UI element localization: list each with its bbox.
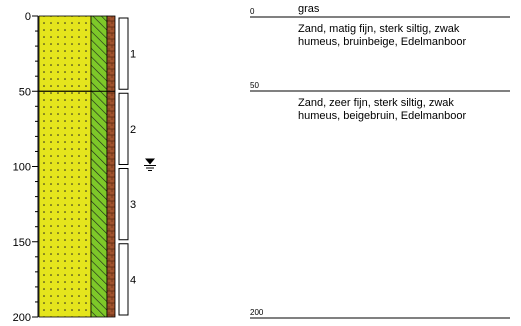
sample-label: 4 — [130, 274, 136, 286]
depth-axis: 0 50 100 150 200 — [13, 11, 39, 324]
depth-tick-label: 150 — [13, 237, 31, 249]
depth-tick-label: 50 — [19, 86, 31, 98]
groundwater-level-icon — [144, 158, 156, 171]
sample-label: 2 — [130, 124, 136, 136]
depth-tick-label: 200 — [13, 312, 31, 324]
depth-tick-label: 100 — [13, 162, 31, 174]
depth-tick-label: 0 — [25, 11, 31, 23]
boundary-depth-label: 200 — [250, 308, 264, 317]
layer-description-line: humeus, bruinbeige, Edelmanboor — [298, 36, 467, 48]
sample-box — [118, 17, 129, 90]
sand-layer — [38, 15, 92, 92]
sample-label: 3 — [130, 199, 136, 211]
boundary-depth-label: 50 — [250, 81, 259, 90]
groundwater-triangle — [145, 158, 155, 165]
humus-column — [90, 15, 108, 318]
layer-description-line: humeus, beigebruin, Edelmanboor — [298, 110, 467, 122]
sample-box — [118, 92, 129, 165]
layer-boundaries: 0 gras 50 200 Zand, matig fijn, sterk siltig… — [250, 3, 510, 319]
peat-column — [106, 15, 116, 318]
sample-label: 1 — [130, 49, 136, 61]
layer-description-line: Zand, zeer fijn, sterk siltig, zwak — [298, 97, 454, 109]
layer-description-line: Zand, matig fijn, sterk siltig, zwak — [298, 23, 460, 35]
sample-box — [118, 168, 129, 241]
boundary-depth-label: 0 — [250, 7, 255, 16]
sample-column: 1 2 3 4 — [118, 17, 136, 316]
sand-layer — [38, 90, 92, 318]
soil-column — [38, 15, 116, 318]
boundary-surface-label: gras — [298, 3, 320, 15]
sample-box — [118, 243, 129, 316]
